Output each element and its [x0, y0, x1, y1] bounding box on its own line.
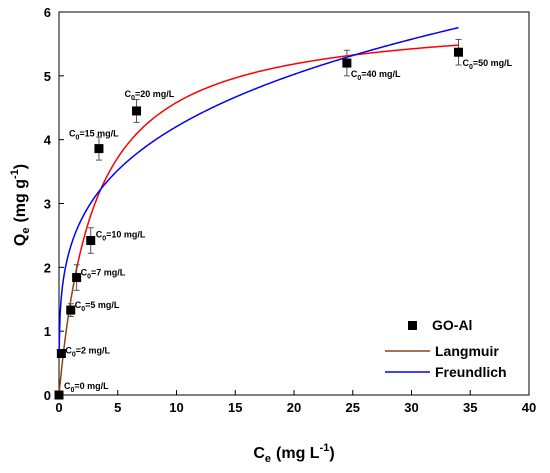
point-label: C0=0 mg/L: [64, 381, 109, 394]
legend-label-freundlich: Freundlich: [435, 364, 507, 380]
data-point: [72, 273, 82, 283]
point-label-prefix: C: [69, 129, 76, 139]
data-points: [54, 38, 463, 400]
x-tick-label: 35: [463, 400, 477, 415]
langmuir-low-curve: [58, 268, 78, 396]
data-point: [454, 47, 463, 57]
point-label-sub: 0: [131, 95, 135, 102]
y-axis-title-sub: e: [20, 228, 32, 234]
x-axis-title-main: C: [253, 445, 265, 462]
point-label-prefix: C: [463, 58, 470, 68]
point-label-sub: 0: [469, 64, 473, 71]
point-label-rest: =10 mg/L: [106, 230, 146, 240]
y-tick-label: 2: [44, 260, 51, 275]
point-label-rest: =2 mg/L: [76, 346, 111, 356]
x-axis-title-close: ): [329, 445, 334, 462]
point-label-prefix: C: [64, 381, 71, 391]
point-label: C0=2 mg/L: [65, 346, 110, 359]
y-axis-ticks: 0 1 2 3 4 5 6: [44, 5, 64, 403]
point-label-rest: =50 mg/L: [473, 58, 513, 68]
point-label: C0=50 mg/L: [463, 58, 513, 71]
data-point: [132, 106, 142, 116]
freundlich-curve: [58, 26, 459, 350]
y-tick-label: 5: [44, 69, 51, 84]
x-tick-label: 20: [287, 400, 301, 415]
data-point: [66, 305, 76, 315]
plot-frame: [58, 11, 530, 396]
x-axis-ticks: 0 5 10 15 20 25 30 35 40: [55, 390, 536, 415]
point-label-rest: =15 mg/L: [79, 129, 119, 139]
data-point: [94, 144, 104, 154]
x-tick-label: 40: [522, 400, 536, 415]
point-label-sub: 0: [72, 352, 76, 359]
legend-label-langmuir: Langmuir: [435, 343, 499, 359]
point-label-prefix: C: [351, 69, 358, 79]
point-label-sub: 0: [87, 274, 91, 281]
point-label-prefix: C: [125, 89, 132, 99]
data-point: [342, 58, 352, 68]
y-axis-title-close: ): [12, 164, 29, 169]
y-axis-title: Qe (mg g-1): [9, 164, 32, 246]
y-axis-title-units: (mg g: [12, 179, 29, 223]
point-label-sub: 0: [75, 135, 79, 142]
point-label-prefix: C: [96, 230, 103, 240]
x-tick-label: 15: [228, 400, 242, 415]
point-label-rest: =5 mg/L: [85, 300, 120, 310]
point-label-sub: 0: [102, 236, 106, 243]
point-label-sub: 0: [71, 387, 75, 394]
y-axis-title-main: Q: [12, 234, 29, 246]
plot-area: [58, 11, 530, 396]
x-tick-label: 30: [404, 400, 418, 415]
x-axis-title-units: (mg L: [276, 445, 320, 462]
point-label-prefix: C: [75, 300, 82, 310]
point-label-sub: 0: [357, 75, 361, 82]
y-tick-label: 4: [44, 133, 52, 148]
point-label-prefix: C: [81, 268, 88, 278]
y-tick-label: 6: [44, 5, 51, 20]
x-tick-label: 10: [169, 400, 183, 415]
legend-marker-go-al: [408, 321, 417, 330]
model-curves: [58, 26, 459, 396]
x-tick-label: 25: [346, 400, 360, 415]
point-label: C0=7 mg/L: [81, 268, 126, 281]
y-axis-title-sup: -1: [9, 169, 21, 179]
y-tick-label: 1: [44, 324, 51, 339]
x-axis-title-sup: -1: [320, 442, 330, 454]
data-point: [56, 349, 66, 359]
point-label-prefix: C: [65, 346, 72, 356]
point-label: C0=40 mg/L: [351, 69, 401, 82]
data-point: [86, 236, 96, 246]
langmuir-curve: [73, 44, 459, 281]
y-tick-label: 3: [44, 197, 51, 212]
point-label-rest: =0 mg/L: [74, 381, 109, 391]
x-tick-label: 5: [114, 400, 121, 415]
legend: GO-Al Langmuir Freundlich: [385, 317, 507, 380]
point-label-rest: =40 mg/L: [361, 69, 401, 79]
x-tick-label: 0: [55, 400, 62, 415]
point-label-rest: =7 mg/L: [91, 268, 126, 278]
x-axis-title: Ce (mg L-1): [253, 442, 334, 465]
point-label: C0=15 mg/L: [69, 129, 119, 142]
point-label-rest: =20 mg/L: [135, 89, 175, 99]
legend-label-go-al: GO-Al: [432, 317, 472, 333]
point-label-sub: 0: [81, 306, 85, 313]
point-label: C0=20 mg/L: [125, 89, 175, 102]
point-annotations: C0=0 mg/LC0=2 mg/LC0=5 mg/LC0=7 mg/LC0=1…: [64, 58, 513, 394]
point-label: C0=10 mg/L: [96, 230, 146, 243]
point-label: C0=5 mg/L: [75, 300, 120, 313]
x-axis-title-sub: e: [265, 453, 271, 465]
data-point: [54, 390, 64, 400]
y-tick-label: 0: [44, 388, 51, 403]
